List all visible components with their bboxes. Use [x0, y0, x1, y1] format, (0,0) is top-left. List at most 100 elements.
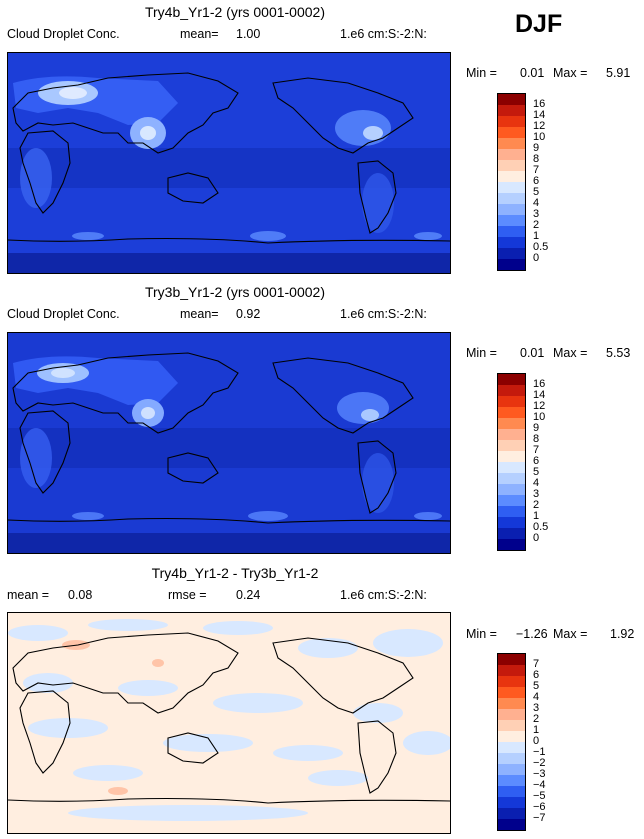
- colorbar-tick-label: 3: [533, 208, 540, 220]
- colorbar-tick-label: 1: [533, 510, 540, 522]
- panel-1-title: Try4b_Yr1-2 (yrs 0001-0002): [144, 4, 325, 20]
- colorbar-tick-label: 2: [533, 499, 540, 511]
- colorbar-tick-label: 7: [533, 164, 540, 176]
- panel-2-units: 1.e6 cm:S:-2:N:: [340, 307, 427, 321]
- colorbar-swatch: [498, 418, 525, 429]
- colorbar-swatch: [498, 204, 525, 215]
- colorbar-tick-label: 6: [533, 669, 540, 681]
- panel-3-max-value: 1.92: [610, 627, 635, 641]
- colorbar-tick-label: 14: [533, 109, 546, 121]
- colorbar-tick-label: −6: [533, 801, 546, 813]
- colorbar-swatch: [498, 484, 525, 495]
- colorbar-tick-label: 5: [533, 680, 540, 692]
- panel-1-mean-value: 1.00: [236, 27, 261, 41]
- colorbar-swatch: [498, 215, 525, 226]
- colorbar-swatch: [498, 193, 525, 204]
- colorbar-tick-label: 7: [533, 444, 540, 456]
- colorbar-swatch: [498, 462, 525, 473]
- panel-2-variable: Cloud Droplet Conc.: [7, 307, 120, 321]
- colorbar-swatch: [498, 665, 525, 676]
- colorbar-swatch: [498, 171, 525, 182]
- colorbar-tick-label: 4: [533, 477, 540, 489]
- colorbar-tick-label: 16: [533, 98, 546, 110]
- panel-3-rmse-value: 0.24: [236, 588, 261, 602]
- colorbar-tick-label: 0: [533, 735, 540, 747]
- colorbar-swatch: [498, 731, 525, 742]
- panel-3-mean-value: 0.08: [68, 588, 93, 602]
- colorbar-swatch: [498, 676, 525, 687]
- colorbar-tick-label: 2: [533, 713, 540, 725]
- colorbar-swatch: [498, 654, 525, 665]
- panel-3-min-value: −1.26: [516, 627, 548, 641]
- colorbar-swatch: [498, 753, 525, 764]
- colorbar-tick-label: 16: [533, 378, 546, 390]
- colorbar-swatch: [498, 819, 525, 830]
- colorbar-swatch: [498, 385, 525, 396]
- panel-2-min-label: Min =: [466, 346, 497, 360]
- colorbar-swatch: [498, 495, 525, 506]
- colorbar-tick-label: −7: [533, 812, 546, 824]
- colorbar-tick-label: −2: [533, 757, 546, 769]
- colorbar-swatch: [498, 506, 525, 517]
- colorbar-tick-label: −3: [533, 768, 546, 780]
- panel-3-min-label: Min =: [466, 627, 497, 641]
- panel-1-variable: Cloud Droplet Conc.: [7, 27, 120, 41]
- panel-1-min-label: Min =: [466, 66, 497, 80]
- colorbar-swatch: [498, 528, 525, 539]
- colorbar-tick-label: 3: [533, 702, 540, 714]
- panel-2-mean-value: 0.92: [236, 307, 261, 321]
- colorbar-tick-label: −4: [533, 779, 546, 791]
- colorbar-tick-label: 0.5: [533, 241, 549, 253]
- colorbar-tick-label: 4: [533, 197, 540, 209]
- panel-1-mean-label: mean=: [180, 27, 219, 41]
- panel-2-min-value: 0.01: [520, 346, 545, 360]
- colorbar-swatch: [498, 687, 525, 698]
- panel-3-mean-label: mean =: [7, 588, 50, 602]
- colorbar-swatch: [498, 742, 525, 753]
- colorbar-swatch: [498, 182, 525, 193]
- colorbar-tick-label: 1: [533, 230, 540, 242]
- panel-2-mean-label: mean=: [180, 307, 219, 321]
- colorbar-swatch: [498, 105, 525, 116]
- colorbar-swatch: [498, 226, 525, 237]
- colorbar-swatch: [498, 127, 525, 138]
- colorbar-swatch: [498, 396, 525, 407]
- colorbar-tick-label: 0.5: [533, 521, 549, 533]
- colorbar-swatch: [498, 797, 525, 808]
- season-label: DJF: [515, 10, 563, 38]
- colorbar-swatch: [498, 116, 525, 127]
- panel-2-title: Try3b_Yr1-2 (yrs 0001-0002): [144, 284, 325, 300]
- colorbar-tick-label: 2: [533, 219, 540, 231]
- colorbar-tick-label: 12: [533, 120, 546, 132]
- colorbar-tick-label: 6: [533, 455, 540, 467]
- colorbar-tick-label: 5: [533, 186, 540, 198]
- colorbar-tick-label: 5: [533, 466, 540, 478]
- colorbar-swatch: [498, 764, 525, 775]
- colorbar-tick-label: 0: [533, 252, 540, 264]
- panel-3-colorbar: [497, 653, 526, 831]
- panel-1-units: 1.e6 cm:S:-2:N:: [340, 27, 427, 41]
- colorbar-tick-label: 8: [533, 433, 540, 445]
- panel-2-max-value: 5.53: [606, 346, 631, 360]
- colorbar-tick-label: −1: [533, 746, 546, 758]
- colorbar-swatch: [498, 698, 525, 709]
- panel-1-max-value: 5.91: [606, 66, 631, 80]
- colorbar-swatch: [498, 720, 525, 731]
- colorbar-swatch: [498, 539, 525, 550]
- panel-1-map: [7, 52, 451, 274]
- colorbar-swatch: [498, 248, 525, 259]
- panel-3-units: 1.e6 cm:S:-2:N:: [340, 588, 427, 602]
- colorbar-tick-label: 9: [533, 142, 540, 154]
- colorbar-tick-label: 9: [533, 422, 540, 434]
- colorbar-swatch: [498, 808, 525, 819]
- colorbar-swatch: [498, 709, 525, 720]
- colorbar-swatch: [498, 149, 525, 160]
- colorbar-swatch: [498, 429, 525, 440]
- panel-1-colorbar: [497, 93, 526, 271]
- panel-3-map: [7, 612, 451, 834]
- panel-2-colorbar: [497, 373, 526, 551]
- colorbar-tick-label: 12: [533, 400, 546, 412]
- colorbar-swatch: [498, 160, 525, 171]
- colorbar-swatch: [498, 407, 525, 418]
- panel-1-min-value: 0.01: [520, 66, 545, 80]
